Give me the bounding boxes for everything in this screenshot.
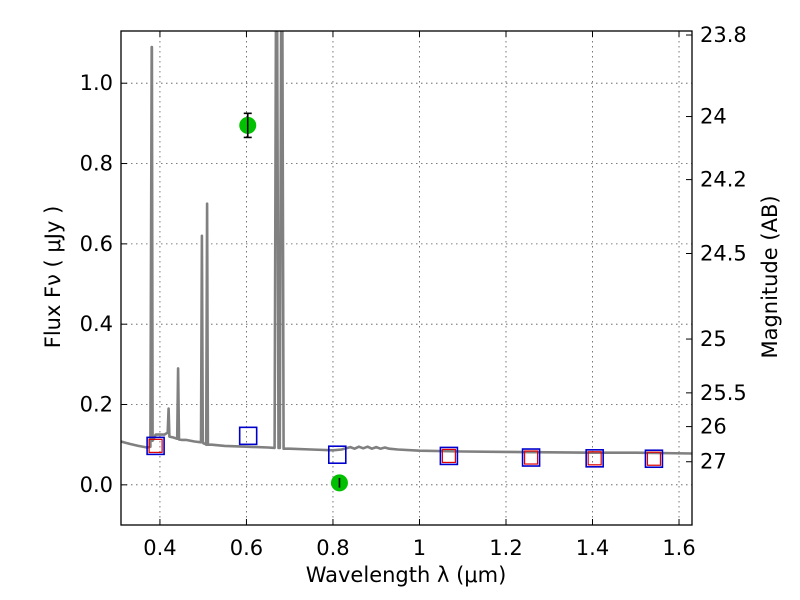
right-tick-label: 25.5 xyxy=(700,381,747,405)
x-tick-label: 0.8 xyxy=(316,536,349,560)
blue-square-marker xyxy=(521,448,541,467)
red-square-marker xyxy=(587,451,602,466)
y-tick-label: 0.6 xyxy=(80,232,113,256)
right-tick-label: 24.2 xyxy=(700,168,747,192)
y-tick-label: 0.2 xyxy=(80,393,113,417)
plot-frame xyxy=(120,30,693,526)
blue-square-marker xyxy=(644,449,664,469)
y-tick-label: 1.0 xyxy=(80,71,113,95)
blue-square-marker xyxy=(238,426,258,446)
blue-square-marker xyxy=(327,445,347,465)
right-tick-label: 23.8 xyxy=(700,23,747,47)
x-tick-label: 1.6 xyxy=(662,536,695,560)
axis-ticks: 0.4 0.6 0.8 1 1.2 1.4 1.6 0.0 0.2 0.4 0.6 0.8 1.0 23.… xyxy=(80,23,747,560)
x-tick-label: 0.6 xyxy=(230,536,263,560)
red-square-marker xyxy=(523,450,539,465)
red-square-marker xyxy=(441,448,456,464)
right-tick-label: 26 xyxy=(700,415,727,439)
x-axis-label: Wavelength λ (μm) xyxy=(306,563,507,587)
plot-series xyxy=(121,31,692,492)
y-tick-label: 0.0 xyxy=(80,473,113,497)
right-axis-label: Magnitude (AB) xyxy=(758,195,782,358)
x-tick-label: 1 xyxy=(413,536,426,560)
right-tick-label: 24 xyxy=(700,105,727,129)
spectrum-line xyxy=(121,31,692,455)
right-tick-label: 25 xyxy=(700,327,727,351)
grid-lines xyxy=(121,31,692,525)
x-tick-label: 1.2 xyxy=(489,536,522,560)
blue-square-marker xyxy=(585,449,604,468)
x-tick-label: 0.4 xyxy=(143,536,176,560)
red-square-marker xyxy=(646,451,662,466)
y-tick-label: 0.8 xyxy=(80,152,113,176)
y-tick-label: 0.4 xyxy=(80,312,113,336)
blue-square-marker xyxy=(146,436,165,456)
blue-square-marker xyxy=(439,446,459,466)
y-axis-label: Flux Fν ( μJy ) xyxy=(41,206,65,349)
x-tick-label: 1.4 xyxy=(576,536,609,560)
right-tick-label: 27 xyxy=(700,450,727,474)
right-tick-label: 24.5 xyxy=(700,242,747,266)
red-square-marker xyxy=(148,438,163,453)
